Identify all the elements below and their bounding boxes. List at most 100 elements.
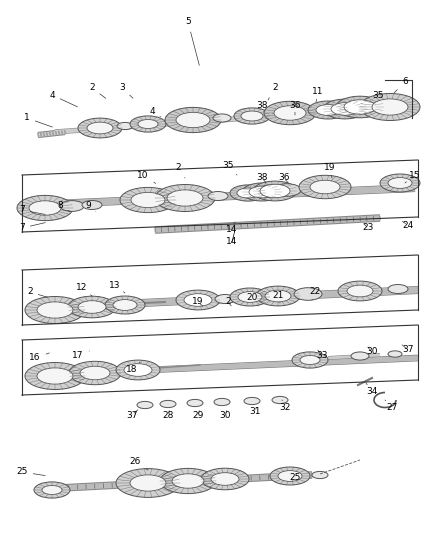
Ellipse shape — [113, 300, 137, 310]
Text: 11: 11 — [312, 87, 324, 102]
Ellipse shape — [294, 288, 322, 300]
Text: 36: 36 — [289, 101, 301, 115]
Ellipse shape — [312, 471, 328, 479]
Ellipse shape — [380, 174, 420, 192]
Ellipse shape — [124, 364, 152, 376]
Ellipse shape — [117, 123, 133, 130]
Ellipse shape — [300, 356, 320, 365]
Ellipse shape — [338, 281, 382, 301]
Ellipse shape — [347, 285, 373, 297]
Text: 12: 12 — [76, 284, 92, 296]
Ellipse shape — [37, 368, 73, 384]
Ellipse shape — [34, 482, 70, 498]
Ellipse shape — [292, 352, 328, 368]
Ellipse shape — [172, 474, 204, 488]
Text: 10: 10 — [137, 171, 155, 183]
Ellipse shape — [256, 286, 300, 306]
Text: 8: 8 — [57, 200, 70, 212]
Text: 24: 24 — [403, 221, 413, 230]
Text: 29: 29 — [192, 410, 204, 419]
Ellipse shape — [272, 397, 288, 403]
Text: 37: 37 — [126, 410, 138, 419]
Ellipse shape — [372, 99, 408, 115]
Text: 30: 30 — [219, 410, 231, 419]
Ellipse shape — [160, 469, 216, 494]
Ellipse shape — [116, 469, 180, 497]
Text: 35: 35 — [222, 160, 237, 175]
Ellipse shape — [230, 288, 270, 306]
Ellipse shape — [184, 294, 212, 306]
Text: 2: 2 — [225, 297, 231, 306]
Ellipse shape — [80, 366, 110, 379]
Text: 38: 38 — [256, 101, 273, 114]
Ellipse shape — [120, 188, 176, 213]
Text: 36: 36 — [278, 174, 290, 183]
Ellipse shape — [131, 192, 165, 208]
Text: 26: 26 — [129, 457, 148, 470]
Text: 6: 6 — [394, 77, 408, 93]
Text: 34: 34 — [366, 383, 378, 397]
Ellipse shape — [244, 398, 260, 405]
Text: 25: 25 — [16, 467, 45, 477]
Text: 19: 19 — [324, 164, 336, 178]
Ellipse shape — [323, 99, 367, 119]
Ellipse shape — [69, 361, 121, 385]
Ellipse shape — [78, 118, 122, 138]
Ellipse shape — [187, 399, 203, 407]
Ellipse shape — [260, 184, 290, 198]
Ellipse shape — [208, 191, 228, 200]
Text: 33: 33 — [316, 350, 328, 359]
Text: 5: 5 — [185, 18, 199, 66]
Ellipse shape — [29, 201, 61, 215]
Text: 4: 4 — [49, 91, 78, 107]
Text: 25: 25 — [290, 473, 301, 482]
Text: 3: 3 — [119, 84, 133, 98]
Ellipse shape — [17, 196, 73, 221]
Ellipse shape — [25, 362, 85, 390]
Ellipse shape — [308, 101, 348, 119]
Text: 2: 2 — [268, 84, 278, 100]
Text: 7: 7 — [19, 223, 45, 232]
Ellipse shape — [87, 122, 113, 134]
Text: 2: 2 — [175, 164, 185, 178]
Text: 23: 23 — [362, 223, 374, 232]
Text: 2: 2 — [27, 287, 47, 297]
Ellipse shape — [130, 116, 166, 132]
Ellipse shape — [310, 180, 340, 194]
Ellipse shape — [213, 114, 231, 122]
Ellipse shape — [299, 175, 351, 199]
Ellipse shape — [253, 181, 297, 201]
Text: 13: 13 — [109, 280, 125, 293]
Ellipse shape — [234, 108, 270, 124]
Text: 14: 14 — [226, 222, 238, 235]
Text: 35: 35 — [372, 91, 384, 105]
Text: 28: 28 — [162, 410, 174, 419]
Text: 38: 38 — [256, 174, 268, 183]
Ellipse shape — [68, 296, 116, 318]
Text: 20: 20 — [246, 294, 258, 306]
Ellipse shape — [273, 184, 301, 196]
Ellipse shape — [265, 290, 291, 302]
Ellipse shape — [249, 186, 275, 198]
Text: 32: 32 — [279, 400, 291, 413]
Ellipse shape — [351, 352, 369, 360]
Ellipse shape — [42, 486, 62, 495]
Ellipse shape — [201, 468, 249, 490]
Ellipse shape — [241, 111, 263, 121]
Text: 9: 9 — [85, 200, 96, 211]
Ellipse shape — [214, 398, 230, 406]
Ellipse shape — [176, 290, 220, 310]
Ellipse shape — [270, 467, 310, 485]
Ellipse shape — [344, 100, 376, 114]
Ellipse shape — [60, 200, 84, 212]
Ellipse shape — [167, 190, 203, 206]
Ellipse shape — [230, 185, 266, 201]
Ellipse shape — [176, 112, 210, 127]
Ellipse shape — [105, 296, 145, 314]
Ellipse shape — [274, 106, 306, 120]
Ellipse shape — [258, 185, 286, 197]
Ellipse shape — [388, 285, 408, 294]
Text: 16: 16 — [29, 353, 49, 362]
Ellipse shape — [155, 184, 215, 212]
Text: 27: 27 — [385, 400, 398, 413]
